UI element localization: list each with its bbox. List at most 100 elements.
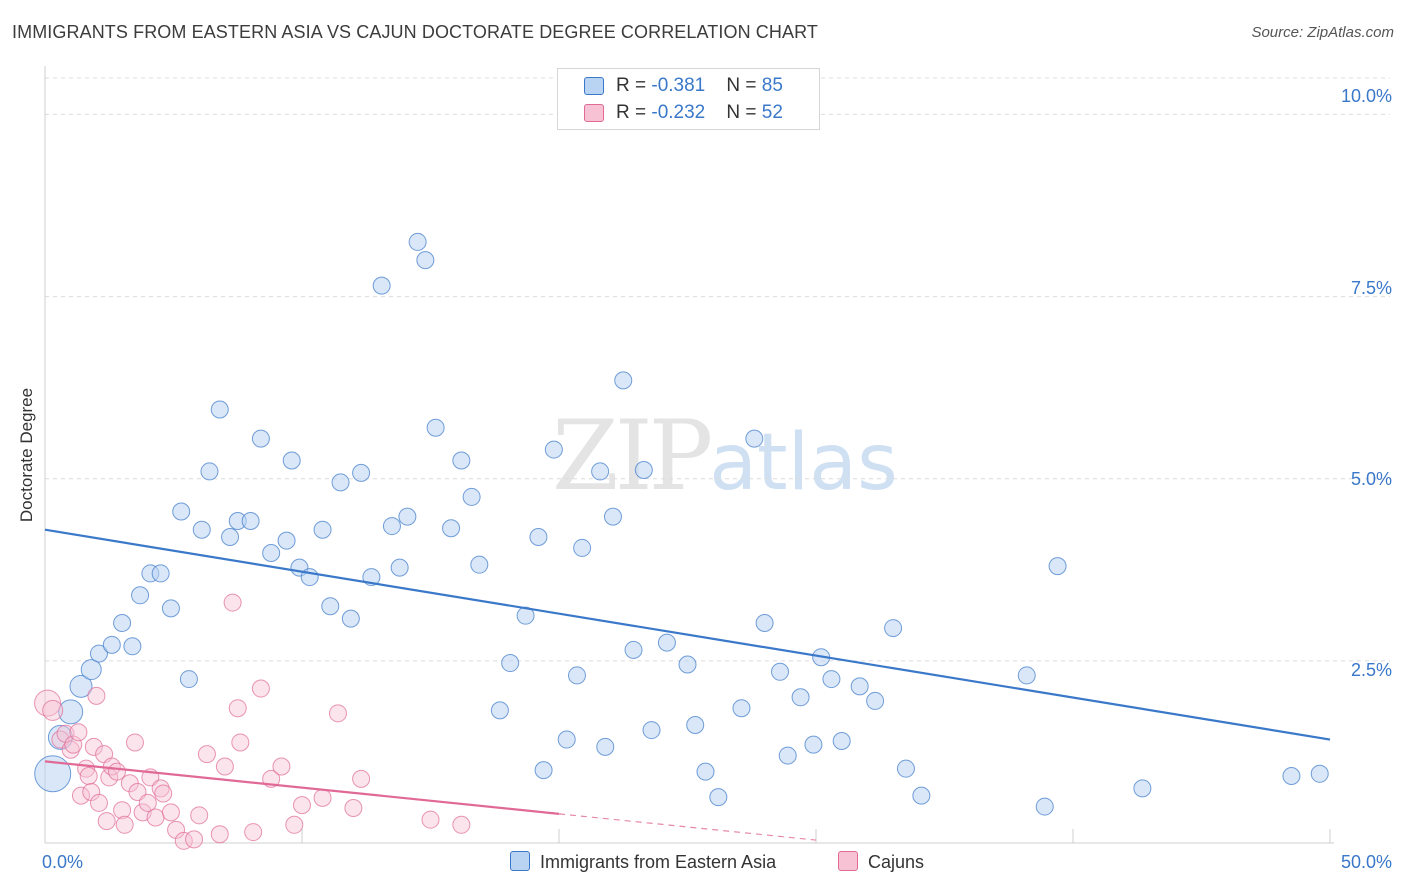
data-point-eastern-asia [596,737,615,756]
data-point-eastern-asia [896,759,915,778]
data-point-eastern-asia [69,674,93,698]
n-value: 85 [761,75,783,96]
data-point-eastern-asia [113,613,132,632]
data-point-eastern-asia [501,654,520,673]
data-point-cajuns [42,699,64,721]
data-point-eastern-asia [172,502,191,521]
data-point-eastern-asia [832,732,851,750]
data-point-eastern-asia [321,597,340,616]
y-tick-label: 2.5% [1350,660,1392,680]
data-point-eastern-asia [1048,557,1067,576]
data-point-eastern-asia [352,463,371,482]
data-point-eastern-asia [1310,764,1329,783]
blue-swatch [584,77,604,95]
data-point-eastern-asia [642,721,661,740]
data-point-eastern-asia [732,699,751,718]
data-point-cajuns [197,745,216,764]
data-point-eastern-asia [151,564,170,583]
data-point-eastern-asia [791,688,810,707]
data-point-cajuns [190,806,209,825]
data-point-cajuns [251,679,270,698]
data-point-eastern-asia [1282,766,1301,785]
blue-swatch [510,851,530,872]
data-point-eastern-asia [313,520,332,539]
data-point-eastern-asia [490,701,509,720]
data-point-eastern-asia [696,762,715,781]
data-point-eastern-asia [822,670,841,689]
data-point-eastern-asia [34,755,72,793]
data-point-eastern-asia [657,633,676,652]
data-point-eastern-asia [1133,779,1152,798]
data-point-eastern-asia [709,788,728,807]
data-point-cajuns [272,757,291,776]
data-point-cajuns [161,803,180,822]
y-tick-label: 7.5% [1350,278,1392,298]
y-tick-label: 10.0% [1340,86,1392,106]
data-point-cajuns [138,793,157,812]
data-point-eastern-asia [745,429,764,448]
r-value: -0.232 [651,102,706,123]
data-point-eastern-asia [277,531,296,550]
data-point-eastern-asia [778,746,797,765]
data-point-cajuns [115,815,134,834]
data-point-eastern-asia [1017,666,1036,685]
data-point-eastern-asia [534,761,553,780]
data-point-eastern-asia [123,637,142,656]
data-point-eastern-asia [200,462,219,481]
data-point-eastern-asia [210,400,229,419]
correlation-legend: R = -0.381 N = 85 R = -0.232 N = 52 [557,68,820,130]
data-point-cajuns [34,689,62,717]
data-point-cajuns [61,740,80,759]
data-point-eastern-asia [102,635,121,654]
data-point-eastern-asia [390,558,409,577]
legend-item-cajuns: Cajuns [838,851,924,873]
data-point-cajuns [146,808,165,827]
data-point-eastern-asia [557,730,576,749]
n-label: N = [726,75,762,96]
data-point-eastern-asia [251,429,270,448]
data-point-cajuns [151,779,170,798]
data-point-cajuns [87,686,106,705]
watermark-zip: ZIP [552,400,713,512]
n-value: 52 [761,102,783,123]
data-point-eastern-asia [771,662,790,681]
r-label: R = [616,102,652,123]
data-point-eastern-asia [179,670,198,689]
data-point-eastern-asia [866,691,885,710]
data-point-eastern-asia [884,619,903,638]
data-point-eastern-asia [603,507,622,526]
data-point-cajuns [328,704,347,723]
data-point-eastern-asia [442,519,461,538]
data-point-eastern-asia [850,677,869,696]
data-point-eastern-asia [452,451,471,470]
data-point-cajuns [71,786,90,805]
data-point-cajuns [452,815,471,834]
data-point-eastern-asia [262,544,281,563]
data-point-eastern-asia [804,735,823,754]
data-point-eastern-asia [408,232,427,251]
data-point-eastern-asia [573,538,592,557]
data-point-cajuns [84,737,103,756]
data-point-cajuns [154,784,173,803]
data-point-eastern-asia [80,659,102,681]
data-point-cajuns [352,769,371,788]
data-point-eastern-asia [161,599,180,618]
data-point-eastern-asia [634,460,653,479]
x-tick-label-min: 0.0% [42,852,84,872]
data-point-cajuns [125,733,144,752]
data-point-eastern-asia [341,609,360,628]
chart-title: IMMIGRANTS FROM EASTERN ASIA VS CAJUN DO… [12,22,818,42]
data-point-eastern-asia [686,715,705,734]
data-point-eastern-asia [591,462,610,481]
r-value: -0.381 [651,75,706,96]
y-tick-label: 5.0% [1350,469,1392,489]
data-point-cajuns [421,810,440,829]
watermark-atlas: atlas [709,418,898,508]
data-point-eastern-asia [331,473,350,492]
data-point-cajuns [313,788,332,807]
data-point-cajuns [223,593,242,612]
data-point-eastern-asia [614,371,633,390]
data-point-eastern-asia [89,644,108,663]
data-point-cajuns [228,699,247,718]
